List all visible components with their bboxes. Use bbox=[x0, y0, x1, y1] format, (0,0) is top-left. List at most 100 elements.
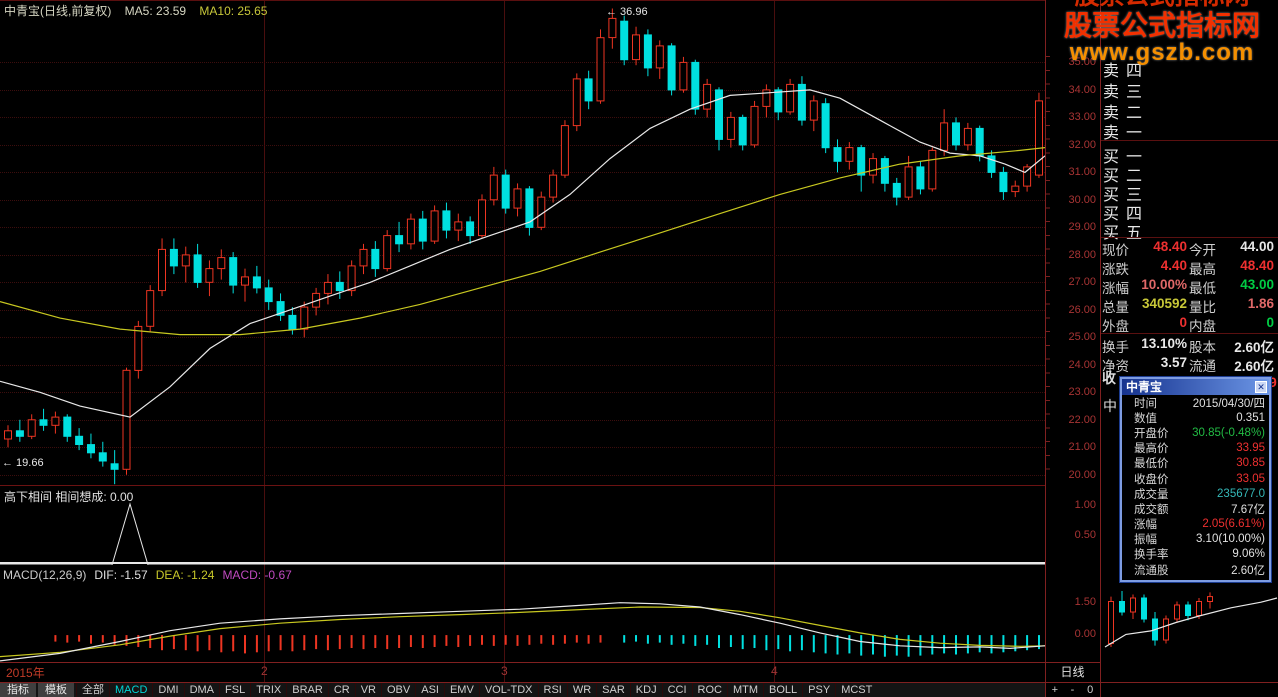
sell-level-row[interactable]: 卖二 bbox=[1103, 105, 1150, 122]
quote-cell: 内盘 0 bbox=[1189, 315, 1276, 334]
quote-row: 换手 13.10% 股本 2.60亿 bbox=[1102, 336, 1276, 355]
macd-title-part: DEA: -1.24 bbox=[155, 568, 215, 582]
quote-label: 现价 bbox=[1102, 243, 1129, 258]
popup-title-bar[interactable]: 中青宝 ✕ bbox=[1122, 379, 1269, 395]
indicator-tab-WR[interactable]: WR bbox=[566, 683, 596, 697]
price-axis-label: 28.00 bbox=[1068, 249, 1096, 261]
indicator-tab-VR[interactable]: VR bbox=[354, 683, 381, 697]
buy-level-row[interactable]: 买二 bbox=[1103, 168, 1150, 185]
tab-模板[interactable]: 模板 bbox=[38, 683, 74, 697]
quote-label: 内盘 bbox=[1189, 319, 1216, 334]
macd-pane[interactable] bbox=[0, 565, 1045, 662]
custom-indicator-pane[interactable] bbox=[0, 486, 1045, 565]
quote-label: 股本 bbox=[1189, 340, 1216, 355]
indicator-tab-MACD[interactable]: MACD bbox=[109, 683, 152, 697]
indicator-tab-ASI[interactable]: ASI bbox=[415, 683, 444, 697]
quote-row: 现价 48.40 今开 44.00 bbox=[1102, 239, 1276, 258]
popup-row: 数值 0.351 bbox=[1122, 410, 1269, 425]
month-gridline bbox=[264, 0, 265, 682]
quote-divider-2 bbox=[1100, 333, 1278, 334]
sell-level-row[interactable]: 卖一 bbox=[1103, 125, 1150, 142]
sell-level-row[interactable]: 卖四 bbox=[1103, 63, 1150, 80]
indicator-tab-EMV[interactable]: EMV bbox=[443, 683, 479, 697]
period-selector[interactable]: 日线 bbox=[1060, 665, 1085, 679]
quote-label: 量比 bbox=[1189, 300, 1216, 315]
frame-line-2 bbox=[1100, 0, 1101, 697]
quote-value: 4.40 bbox=[1160, 258, 1187, 273]
buy-level-row[interactable]: 买四 bbox=[1103, 206, 1150, 223]
mini-chart[interactable] bbox=[1101, 576, 1278, 666]
zoom-button-0[interactable]: 0 bbox=[1087, 684, 1094, 696]
quote-label: 涨跌 bbox=[1102, 262, 1129, 277]
low-price-annotation: ← 19.66 bbox=[2, 457, 44, 469]
indicator-tab-BOLL[interactable]: BOLL bbox=[763, 683, 802, 697]
stock-title: 中青宝(日线,前复权) bbox=[4, 4, 112, 18]
indicator-tab-OBV[interactable]: OBV bbox=[381, 683, 415, 697]
indicator-tab-bar: 指标 模板 全部 MACD DMI DMA FSL TRIX BRAR CR VR OBV ASI EMV… bbox=[0, 683, 1045, 697]
quote-label: 流通 bbox=[1189, 359, 1216, 374]
price-axis-label: 27.00 bbox=[1068, 276, 1096, 288]
indicator-tab-PSY[interactable]: PSY bbox=[802, 683, 835, 697]
tab-指标[interactable]: 指标 bbox=[0, 683, 36, 697]
x-axis: 2015年 2 3 4 bbox=[0, 662, 1100, 682]
zoom-button-+[interactable]: + bbox=[1051, 684, 1059, 696]
price-axis-label: 31.00 bbox=[1068, 166, 1096, 178]
quote-value: 13.10% bbox=[1141, 336, 1187, 351]
popup-row: 涨幅 2.05(6.61%) bbox=[1122, 517, 1269, 532]
indicator-tab-VOL-TDX[interactable]: VOL-TDX bbox=[478, 683, 538, 697]
indicator-tab-MCST[interactable]: MCST bbox=[835, 683, 877, 697]
chart-title: 中青宝(日线,前复权) MA5: 23.59 MA10: 25.65 bbox=[4, 2, 267, 19]
zoom-button--[interactable]: - bbox=[1070, 684, 1075, 696]
indicator-tab-DMI[interactable]: DMI bbox=[152, 683, 183, 697]
popup-row-value: 2015/04/30/四 bbox=[1192, 397, 1265, 410]
popup-row-label: 最高价 bbox=[1134, 443, 1169, 456]
quote-value: 48.40 bbox=[1240, 258, 1274, 273]
popup-title: 中青宝 bbox=[1126, 380, 1163, 394]
price-axis-label: 26.00 bbox=[1068, 304, 1096, 316]
price-gridline bbox=[0, 474, 1045, 476]
kline-chart[interactable] bbox=[0, 0, 1045, 485]
indicator-tab-SAR[interactable]: SAR bbox=[596, 683, 630, 697]
quote-cell: 净资 3.57 bbox=[1102, 355, 1189, 374]
indicator-tab-KDJ[interactable]: KDJ bbox=[629, 683, 662, 697]
price-gridline bbox=[0, 144, 1045, 146]
quote-cell: 总量 340592 bbox=[1102, 296, 1189, 315]
quote-label: 最低 bbox=[1189, 281, 1216, 296]
close-icon[interactable]: ✕ bbox=[1255, 381, 1267, 393]
quote-value: 48.40 bbox=[1153, 239, 1187, 254]
popup-row-value: 30.85(-0.48%) bbox=[1192, 426, 1265, 439]
popup-row-label: 成交额 bbox=[1134, 503, 1169, 516]
buy-level-row[interactable]: 买三 bbox=[1103, 187, 1150, 204]
indicator-tab-RSI[interactable]: RSI bbox=[537, 683, 567, 697]
indicator-tab-MTM[interactable]: MTM bbox=[726, 683, 763, 697]
indicator-tab-FSL[interactable]: FSL bbox=[219, 683, 250, 697]
quote-cell: 量比 1.86 bbox=[1189, 296, 1276, 315]
year-label: 2015年 bbox=[6, 666, 45, 680]
quote-cell: 今开 44.00 bbox=[1189, 239, 1276, 258]
sell-level-row[interactable]: 卖三 bbox=[1103, 84, 1150, 101]
quote-cell: 现价 48.40 bbox=[1102, 239, 1189, 258]
quote-label: 涨幅 bbox=[1102, 281, 1129, 296]
buy-level-row[interactable]: 买一 bbox=[1103, 149, 1150, 166]
indicator-tab-BRAR[interactable]: BRAR bbox=[286, 683, 328, 697]
quote-cell: 股本 2.60亿 bbox=[1189, 336, 1276, 355]
popup-row: 开盘价 30.85(-0.48%) bbox=[1122, 425, 1269, 440]
indicator-tab-TRIX[interactable]: TRIX bbox=[250, 683, 286, 697]
pane-divider-2 bbox=[0, 662, 1100, 663]
macd-title-part: MACD: -0.67 bbox=[222, 568, 292, 582]
popup-row-value: 3.10(10.00%) bbox=[1195, 533, 1265, 546]
indicator-tab-DMA[interactable]: DMA bbox=[183, 683, 219, 697]
indicator-tab-全部[interactable]: 全部 bbox=[76, 683, 109, 697]
stock-detail-popup[interactable]: 中青宝 ✕ 时间 2015/04/30/四 数值 0.351 开盘价 30.85(-0.4… bbox=[1120, 377, 1271, 582]
price-axis-label: 22.00 bbox=[1068, 414, 1096, 426]
indicator-tab-CCI[interactable]: CCI bbox=[661, 683, 692, 697]
price-gridline bbox=[0, 282, 1045, 284]
indicator-tab-ROC[interactable]: ROC bbox=[691, 683, 727, 697]
popup-row: 流通股 2.60亿 bbox=[1122, 562, 1269, 577]
quote-row: 涨幅 10.00% 最低 43.00 bbox=[1102, 277, 1276, 296]
quote-label: 换手 bbox=[1102, 340, 1129, 355]
indicator-tab-CR[interactable]: CR bbox=[327, 683, 355, 697]
quote-value: 44.00 bbox=[1240, 239, 1274, 254]
month-label: 4 bbox=[771, 664, 778, 678]
